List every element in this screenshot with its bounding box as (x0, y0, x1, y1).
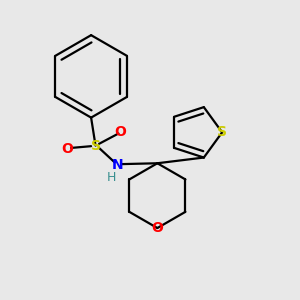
Text: S: S (217, 125, 227, 139)
Text: S: S (91, 139, 100, 153)
Text: N: N (112, 158, 123, 172)
Text: O: O (61, 142, 74, 155)
Text: H: H (106, 172, 116, 184)
Text: O: O (115, 125, 127, 139)
Text: O: O (152, 221, 163, 235)
